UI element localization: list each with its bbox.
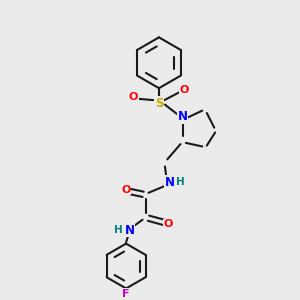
- Text: H: H: [114, 225, 123, 235]
- Text: O: O: [129, 92, 138, 102]
- Text: F: F: [122, 289, 130, 299]
- Text: N: N: [178, 110, 188, 123]
- Text: H: H: [176, 177, 185, 187]
- Text: O: O: [122, 185, 131, 195]
- Text: N: N: [125, 224, 135, 237]
- Text: S: S: [155, 97, 163, 110]
- Text: O: O: [163, 219, 172, 229]
- Text: N: N: [164, 176, 174, 189]
- Text: O: O: [180, 85, 189, 95]
